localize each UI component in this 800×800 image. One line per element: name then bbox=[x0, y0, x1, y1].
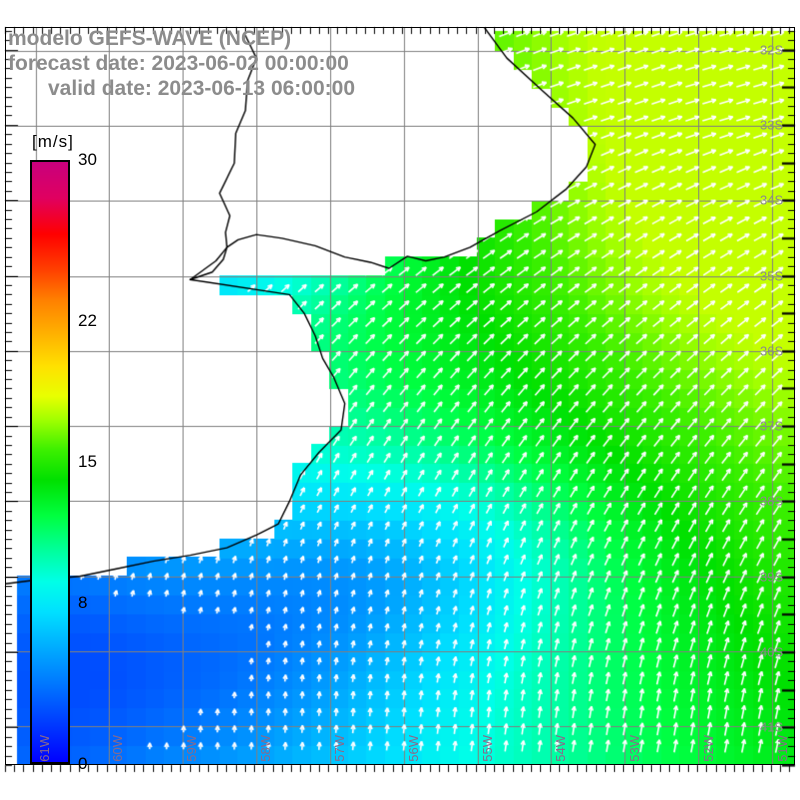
lon-label-53W: 53W bbox=[627, 735, 643, 762]
lat-label-34S: 34S bbox=[760, 192, 784, 208]
lat-label-36S: 36S bbox=[760, 343, 784, 359]
lon-label-51W: 51W bbox=[774, 735, 790, 762]
lon-label-52W: 52W bbox=[701, 735, 717, 762]
lat-label-40S: 40S bbox=[760, 644, 784, 660]
lat-label-38S: 38S bbox=[760, 493, 784, 509]
lat-label-41S: 41S bbox=[760, 719, 784, 735]
colorbar-tick-22: 22 bbox=[78, 311, 97, 331]
lon-label-57W: 57W bbox=[331, 735, 347, 762]
colorbar: [m/s] 30 22 15 8 0 bbox=[30, 132, 97, 773]
lon-label-61W: 61W bbox=[36, 735, 52, 762]
lat-label-33S: 33S bbox=[760, 117, 784, 133]
lon-label-54W: 54W bbox=[553, 735, 569, 762]
colorbar-tick-30: 30 bbox=[78, 150, 97, 169]
lat-label-35S: 35S bbox=[760, 268, 784, 283]
lon-label-58W: 58W bbox=[258, 735, 274, 762]
lat-label-39S: 39S bbox=[760, 569, 784, 585]
lon-label-56W: 56W bbox=[405, 735, 421, 762]
lon-label-59W: 59W bbox=[184, 735, 200, 762]
colorbar-tick-0: 0 bbox=[78, 754, 88, 773]
wind-field-heatmap-canvas bbox=[6, 28, 794, 764]
colorbar-tick-15: 15 bbox=[78, 452, 97, 471]
colorbar-gradient bbox=[30, 160, 70, 764]
colorbar-tick-8: 8 bbox=[78, 592, 88, 612]
colorbar-unit-label: [m/s] bbox=[32, 132, 74, 151]
lon-label-60W: 60W bbox=[110, 735, 126, 762]
lat-label-37S: 37S bbox=[760, 418, 784, 434]
lon-label-55W: 55W bbox=[479, 735, 495, 762]
lat-label-32S: 32S bbox=[760, 42, 784, 58]
map-plot-area[interactable] bbox=[5, 27, 795, 765]
